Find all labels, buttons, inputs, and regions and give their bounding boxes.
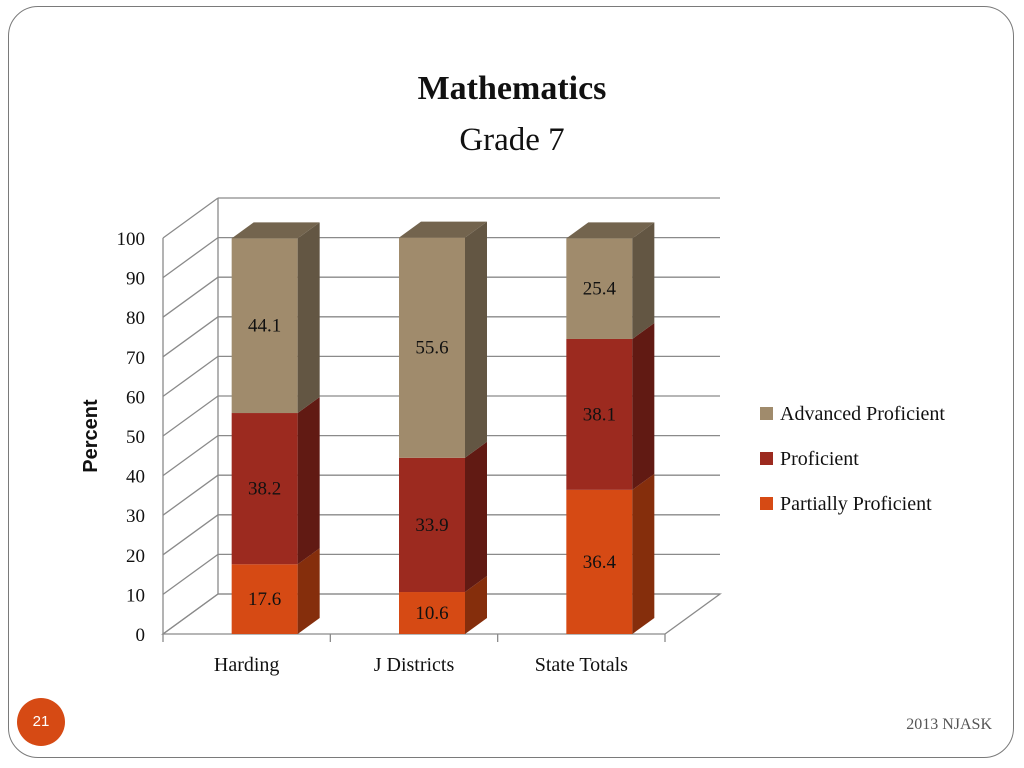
bar-segment-side [465, 576, 487, 634]
gridline-diagonal [162, 237, 219, 279]
y-tick-label: 100 [117, 229, 146, 250]
legend-swatch [760, 497, 773, 510]
bar-segment [231, 564, 298, 634]
gridline-diagonal [162, 276, 219, 318]
y-tick-label: 80 [126, 308, 145, 329]
gridline-diagonal [162, 474, 219, 516]
bar-segment [566, 489, 633, 634]
bar-segment-side [297, 548, 320, 634]
chart-subtitle: Grade 7 [459, 122, 565, 158]
y-tick-label: 10 [126, 585, 145, 606]
y-tick-label: 60 [126, 387, 145, 408]
data-label: 10.6 [415, 603, 448, 624]
bar-segment-side [632, 473, 655, 634]
bar-top-face [566, 222, 655, 239]
y-tick-label: 0 [136, 625, 146, 646]
gridline-diagonal [162, 197, 219, 239]
slide-frame [8, 6, 1014, 758]
bar-top-face [231, 222, 320, 239]
page-number-badge: 21 [17, 698, 65, 746]
bar-segment-side [465, 221, 487, 458]
legend-label: Proficient [780, 448, 859, 470]
bar-segment-side [465, 441, 487, 593]
legend-label: Advanced Proficient [780, 403, 945, 425]
bar-segment [399, 592, 465, 634]
x-category-label: Harding [214, 654, 280, 676]
bar-segment-side [632, 222, 655, 339]
footer-note: 2013 NJASK [906, 716, 992, 733]
bar-segment [231, 238, 298, 414]
gridline-diagonal [162, 553, 219, 595]
x-category-label: State Totals [535, 654, 628, 676]
data-label: 17.6 [248, 589, 281, 610]
gridline-diagonal [162, 435, 219, 477]
gridline-diagonal [162, 355, 219, 397]
bar-top-face [399, 221, 487, 238]
bar-segment [231, 413, 298, 565]
y-tick-label: 30 [126, 506, 145, 527]
bar-segment-side [297, 397, 320, 565]
legend-swatch [760, 452, 773, 465]
data-label: 33.9 [415, 515, 448, 536]
bar-segment-side [632, 322, 655, 490]
data-label: 25.4 [583, 279, 617, 300]
data-label: 38.2 [248, 479, 281, 500]
gridline-diagonal [162, 395, 219, 437]
chart-title: Mathematics [417, 70, 607, 107]
bar-segment [399, 237, 465, 458]
x-category-label: J Districts [374, 654, 455, 676]
y-tick-label: 50 [126, 427, 145, 448]
legend-label: Partially Proficient [780, 493, 932, 515]
bar-segment [566, 238, 633, 339]
data-label: 36.4 [583, 552, 617, 573]
y-tick-label: 40 [126, 467, 145, 488]
legend-swatch [760, 407, 773, 420]
bar-segment [566, 338, 633, 490]
data-label: 44.1 [248, 316, 281, 337]
y-axis-label: Percent [80, 399, 102, 473]
data-label: 55.6 [415, 338, 448, 359]
bar-segment [399, 457, 465, 593]
y-tick-label: 90 [126, 269, 145, 290]
gridline-diagonal [162, 514, 219, 556]
data-label: 38.1 [583, 404, 616, 425]
bar-segment-side [297, 222, 320, 414]
y-tick-label: 70 [126, 348, 145, 369]
y-tick-label: 20 [126, 546, 145, 567]
gridline-diagonal [162, 316, 219, 358]
